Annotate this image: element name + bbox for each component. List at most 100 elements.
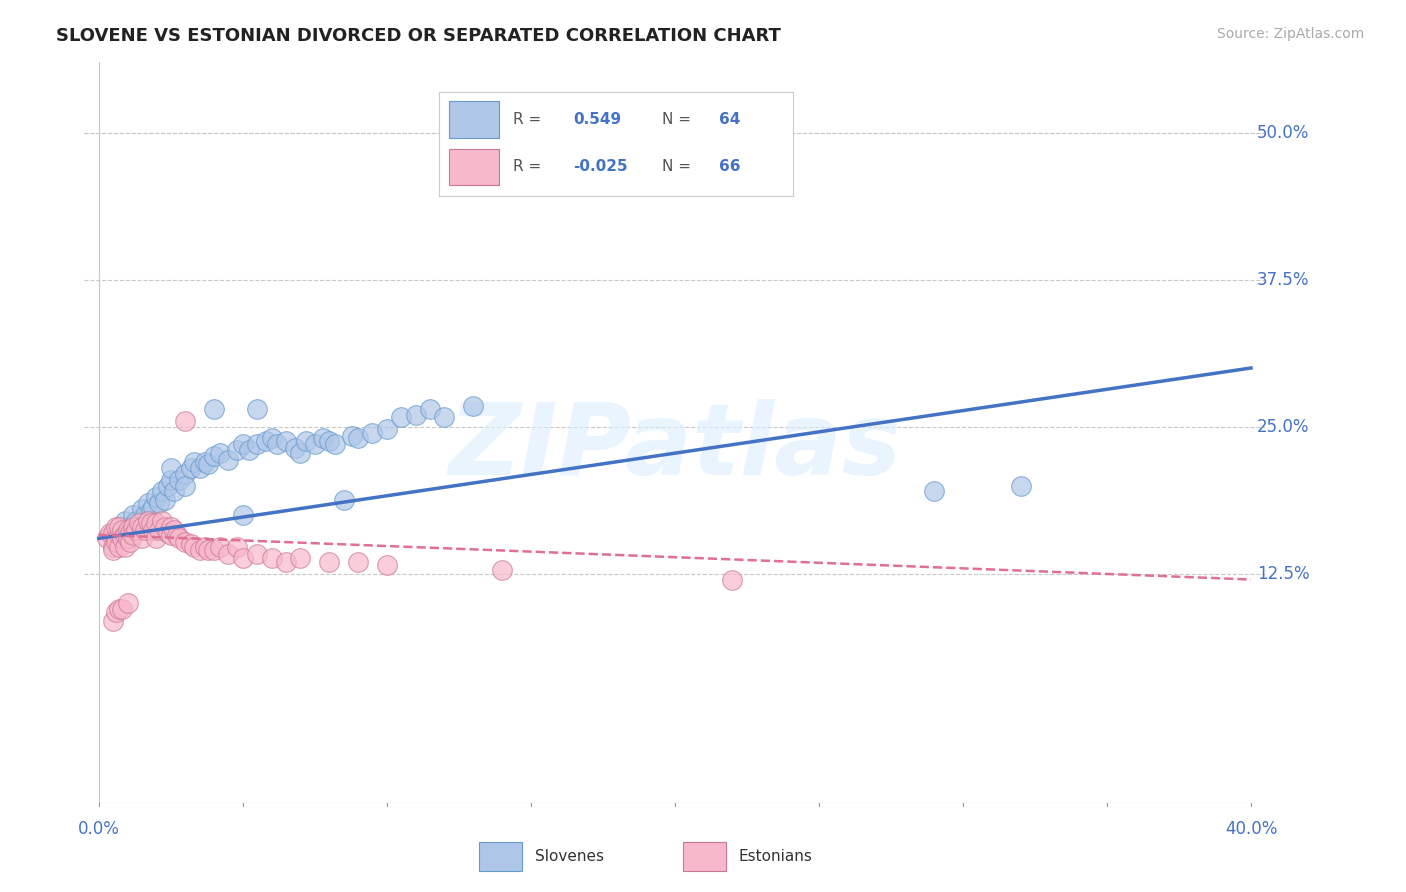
Point xyxy=(721,573,744,587)
Point xyxy=(433,410,456,425)
Point xyxy=(156,525,179,540)
Point xyxy=(156,478,179,492)
Point xyxy=(274,434,297,448)
Point xyxy=(139,516,162,530)
Point xyxy=(246,402,269,417)
Point xyxy=(323,437,346,451)
Point xyxy=(238,443,260,458)
Point xyxy=(347,432,370,446)
Point xyxy=(145,490,167,504)
Point xyxy=(375,422,398,436)
Point xyxy=(105,606,128,620)
Point xyxy=(131,514,153,528)
Point xyxy=(260,432,283,446)
Text: ZIPatlas: ZIPatlas xyxy=(449,399,901,496)
Point xyxy=(139,504,162,518)
Point xyxy=(419,402,441,417)
Text: 0.0%: 0.0% xyxy=(77,821,120,838)
Text: SLOVENE VS ESTONIAN DIVORCED OR SEPARATED CORRELATION CHART: SLOVENE VS ESTONIAN DIVORCED OR SEPARATE… xyxy=(56,27,782,45)
Point xyxy=(101,614,124,628)
Point xyxy=(131,532,153,546)
Point xyxy=(105,535,128,549)
Point xyxy=(188,461,211,475)
Point xyxy=(246,547,269,561)
Point xyxy=(163,523,186,537)
Point xyxy=(101,525,124,540)
Point xyxy=(332,492,354,507)
Point xyxy=(208,445,231,459)
Point xyxy=(108,602,131,616)
Point xyxy=(159,473,181,487)
Point xyxy=(246,437,269,451)
Point xyxy=(347,555,370,569)
Point xyxy=(232,508,254,522)
Point xyxy=(174,414,197,428)
Point xyxy=(125,514,148,528)
Point xyxy=(108,528,131,542)
Point xyxy=(922,484,945,499)
Point xyxy=(98,525,121,540)
Point xyxy=(150,484,173,499)
Point xyxy=(148,496,170,510)
Point xyxy=(266,437,288,451)
Point xyxy=(150,514,173,528)
Point xyxy=(111,602,134,616)
Point xyxy=(169,532,191,546)
Point xyxy=(120,525,142,540)
Point xyxy=(111,523,134,537)
Point xyxy=(254,434,277,448)
Point xyxy=(101,543,124,558)
Point xyxy=(208,540,231,554)
Point xyxy=(142,523,165,537)
Point xyxy=(174,535,197,549)
Point xyxy=(134,508,156,522)
Point xyxy=(153,519,176,533)
Point xyxy=(180,461,202,475)
Point xyxy=(108,519,131,533)
Point xyxy=(284,441,307,455)
Point xyxy=(163,484,186,499)
Point xyxy=(1010,478,1032,492)
Text: 25.0%: 25.0% xyxy=(1257,417,1309,436)
Point xyxy=(114,528,136,542)
Point xyxy=(101,525,124,540)
Point xyxy=(159,519,181,533)
Text: Source: ZipAtlas.com: Source: ZipAtlas.com xyxy=(1216,27,1364,41)
Point xyxy=(174,467,197,481)
Point xyxy=(295,434,318,448)
Point xyxy=(183,455,205,469)
Point xyxy=(463,399,485,413)
Point xyxy=(148,523,170,537)
Text: 40.0%: 40.0% xyxy=(1225,821,1277,838)
Point xyxy=(108,540,131,554)
Point xyxy=(290,551,312,566)
Point xyxy=(188,543,211,558)
Point xyxy=(183,540,205,554)
Text: 37.5%: 37.5% xyxy=(1257,271,1309,289)
Point xyxy=(105,532,128,546)
Point xyxy=(491,563,513,577)
Point xyxy=(122,508,145,522)
Point xyxy=(105,519,128,533)
Point xyxy=(180,537,202,551)
Point xyxy=(128,516,150,530)
Point xyxy=(405,408,427,422)
Point xyxy=(232,437,254,451)
Point xyxy=(117,532,139,546)
Point xyxy=(318,434,340,448)
Point xyxy=(117,532,139,546)
Point xyxy=(174,478,197,492)
Point xyxy=(136,496,159,510)
Point xyxy=(125,523,148,537)
Point xyxy=(114,514,136,528)
Point xyxy=(217,452,239,467)
Point xyxy=(120,525,142,540)
Point xyxy=(153,492,176,507)
Point xyxy=(260,551,283,566)
Point xyxy=(361,425,384,440)
Point xyxy=(166,528,188,542)
Point xyxy=(134,523,156,537)
Point xyxy=(159,528,181,542)
Point xyxy=(194,455,217,469)
Point xyxy=(122,519,145,533)
